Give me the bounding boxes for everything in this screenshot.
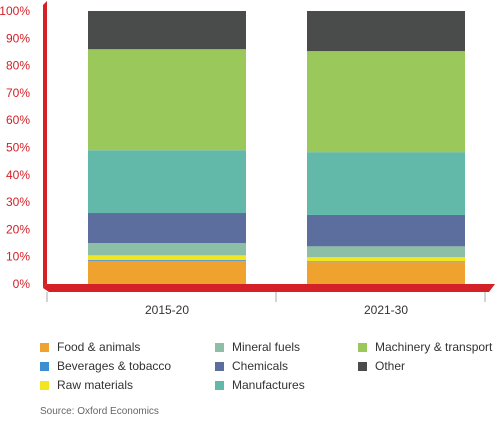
y-tick-label: 90% [6,31,30,45]
x-axis [43,284,495,292]
legend-swatch [40,380,49,390]
legend-label: Machinery & transport [375,340,493,354]
y-axis [43,1,47,288]
x-tick-label: 2021-30 [364,303,408,317]
bar-segment [88,150,246,214]
legend-swatch [358,361,367,371]
legend-item: Machinery & transport [358,340,492,354]
y-tick-label: 100% [0,4,30,18]
y-tick-label: 70% [6,86,30,100]
legend-label: Beverages & tobacco [57,359,172,373]
bar-segment [307,261,465,263]
legend-item: Food & animals [40,340,140,354]
y-tick-label: 60% [6,113,30,127]
legend-label: Chemicals [232,359,289,373]
y-tick-label: 20% [6,222,30,236]
legend-item: Manufactures [215,378,305,392]
y-tick-label: 80% [6,59,30,73]
bar-segment [88,260,246,284]
bar-segment [307,11,465,52]
legend-item: Chemicals [215,359,288,373]
bar-segment [88,11,246,50]
legend-label: Raw materials [57,378,134,392]
legend: Food & animals Mineral fuels Machinery & t… [40,340,500,396]
legend-item: Raw materials [40,378,133,392]
bar-segment [88,49,246,151]
legend-swatch [40,342,49,352]
y-tick-label: 30% [6,195,30,209]
y-tick-label: 40% [6,168,30,182]
legend-item: Beverages & tobacco [40,359,171,373]
bar-segment [307,262,465,284]
bar-segment [307,51,465,153]
legend-swatch [358,342,367,352]
bar-segment [88,213,246,244]
source-note: Source: Oxford Economics [40,406,159,417]
y-tick-label: 50% [6,141,30,155]
bar-segment [88,255,246,260]
bar-segment [307,246,465,258]
legend-label: Other [375,359,406,373]
legend-item: Other [358,359,405,373]
bar-segment [88,243,246,256]
bar-segment [307,152,465,215]
legend-label: Food & animals [57,340,141,354]
bar-segment [307,214,465,247]
y-tick-label: 10% [6,250,30,264]
x-tick-label: 2015-20 [145,303,189,317]
legend-item: Mineral fuels [215,340,300,354]
legend-swatch [40,361,49,371]
legend-swatch [215,380,224,390]
legend-swatch [215,342,224,352]
bar-segment [307,257,465,262]
y-tick-label: 0% [13,277,31,291]
legend-label: Manufactures [232,378,305,392]
legend-swatch [215,361,224,371]
bar-segment [88,259,246,261]
legend-label: Mineral fuels [232,340,301,354]
